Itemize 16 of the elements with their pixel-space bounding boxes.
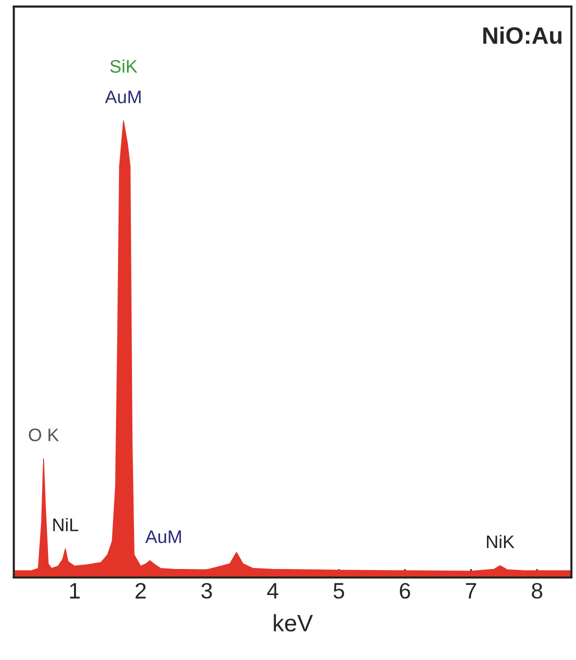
chart-title: NiO:Au bbox=[483, 26, 562, 44]
annotation: AuM bbox=[145, 530, 181, 544]
annotation: AuM bbox=[104, 90, 141, 104]
x-tick-label: 3 bbox=[201, 582, 212, 599]
annotation: SiK bbox=[110, 60, 138, 73]
x-tick-label: 4 bbox=[267, 583, 278, 598]
x-tick-label: 8 bbox=[532, 582, 542, 599]
x-tick-label: 7 bbox=[466, 583, 476, 598]
x-tick-label: 2 bbox=[136, 582, 146, 598]
x-tick-label: 5 bbox=[334, 583, 344, 599]
x-tick-label: 1 bbox=[70, 583, 80, 598]
x-axis-title: keV bbox=[274, 614, 313, 632]
annotation: NiL bbox=[53, 518, 78, 532]
x-tick-label: 6 bbox=[400, 582, 410, 599]
annotation: NiK bbox=[486, 534, 514, 548]
annotation: O K bbox=[28, 428, 59, 442]
